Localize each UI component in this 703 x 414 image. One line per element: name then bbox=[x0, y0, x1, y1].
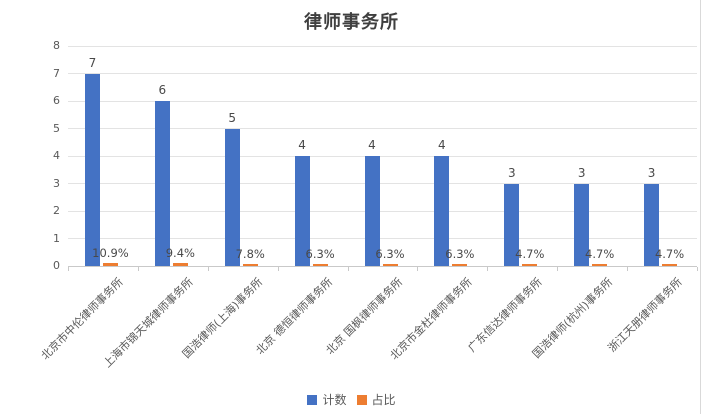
legend-label: 占比 bbox=[371, 393, 396, 407]
count-data-label: 6 bbox=[158, 83, 167, 97]
x-axis-category-label: 广东信达律师事务所 bbox=[465, 275, 545, 355]
gridline bbox=[68, 128, 697, 129]
gridline bbox=[68, 100, 697, 102]
gridline bbox=[68, 183, 697, 184]
percent-data-label: 6.3% bbox=[375, 246, 405, 261]
x-axis-tick bbox=[417, 266, 419, 271]
count-bar bbox=[574, 183, 590, 266]
y-axis-label: 3 bbox=[53, 176, 60, 190]
legend-item: 计数 bbox=[307, 391, 347, 408]
count-bar bbox=[84, 73, 100, 266]
x-axis-tick bbox=[557, 266, 559, 271]
legend: 计数 占比 bbox=[0, 391, 703, 408]
percent-data-label: 4.7% bbox=[515, 246, 545, 261]
percent-bar bbox=[382, 263, 398, 266]
y-axis-label: 2 bbox=[53, 204, 60, 217]
gridline bbox=[68, 45, 697, 47]
count-data-label: 3 bbox=[647, 165, 656, 180]
percent-data-label: 6.3% bbox=[445, 246, 475, 261]
gridline bbox=[68, 155, 697, 157]
x-axis-tick bbox=[697, 266, 698, 271]
percent-data-label: 6.3% bbox=[305, 246, 335, 261]
count-bar bbox=[224, 128, 240, 266]
y-axis-label: 7 bbox=[53, 66, 60, 80]
percent-data-label: 10.9% bbox=[92, 246, 129, 260]
percent-bar bbox=[102, 263, 118, 266]
percent-bar bbox=[242, 263, 258, 266]
y-axis-label: 4 bbox=[53, 149, 60, 162]
percent-data-label: 9.4% bbox=[165, 246, 195, 261]
x-axis-tick bbox=[347, 266, 349, 271]
x-axis-tick bbox=[627, 266, 629, 271]
count-bar bbox=[644, 183, 660, 266]
x-axis-tick bbox=[137, 266, 139, 271]
legend-swatch-icon bbox=[356, 394, 367, 405]
count-bar bbox=[154, 101, 170, 266]
count-data-label: 5 bbox=[228, 110, 237, 125]
gridline bbox=[68, 238, 697, 239]
legend-item: 占比 bbox=[356, 391, 396, 408]
percent-bar bbox=[522, 263, 538, 266]
x-axis-tick bbox=[277, 266, 279, 271]
x-axis-tick bbox=[487, 266, 489, 271]
count-bar bbox=[504, 183, 520, 266]
percent-bar bbox=[452, 263, 468, 266]
x-axis-tick bbox=[68, 266, 69, 271]
gridline bbox=[68, 73, 697, 74]
legend-label: 计数 bbox=[322, 393, 347, 407]
legend-swatch-icon bbox=[307, 394, 318, 405]
percent-data-label: 7.8% bbox=[235, 246, 265, 261]
percent-bar bbox=[662, 263, 678, 266]
right-edge-line bbox=[700, 0, 701, 414]
y-axis-label: 6 bbox=[53, 94, 60, 107]
gridline bbox=[68, 210, 697, 212]
count-data-label: 4 bbox=[438, 138, 446, 152]
count-bar bbox=[294, 156, 310, 266]
x-axis-category-label: 浙江天册律师事务所 bbox=[605, 275, 685, 355]
x-axis-tick bbox=[207, 266, 209, 271]
count-data-label: 3 bbox=[577, 165, 586, 180]
percent-data-label: 4.7% bbox=[654, 246, 685, 261]
count-data-label: 4 bbox=[298, 138, 306, 152]
y-axis-label: 5 bbox=[53, 121, 60, 135]
y-axis-label: 8 bbox=[53, 39, 60, 52]
percent-bar bbox=[172, 263, 188, 266]
y-axis-label: 0 bbox=[53, 259, 60, 272]
x-axis-line bbox=[68, 265, 697, 267]
count-data-label: 4 bbox=[368, 138, 376, 152]
percent-bar bbox=[312, 263, 328, 266]
percent-data-label: 4.7% bbox=[585, 246, 615, 261]
count-bar bbox=[434, 156, 450, 266]
count-data-label: 3 bbox=[507, 165, 516, 180]
y-axis-label: 1 bbox=[53, 231, 60, 245]
count-data-label: 7 bbox=[88, 55, 97, 70]
count-bar bbox=[364, 156, 380, 266]
chart-title: 律师事务所 bbox=[304, 12, 399, 33]
percent-bar bbox=[592, 263, 608, 266]
